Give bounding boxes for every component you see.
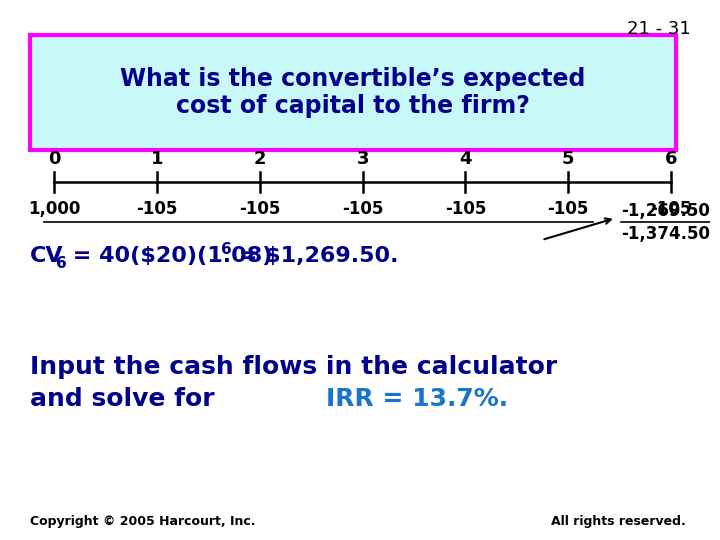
Text: 2: 2 [253, 150, 266, 168]
Text: What is the convertible’s expected
cost of capital to the firm?: What is the convertible’s expected cost … [120, 66, 585, 118]
Text: and solve for: and solve for [30, 387, 223, 411]
Text: 1: 1 [150, 150, 163, 168]
Text: 6: 6 [56, 256, 67, 271]
Text: -105: -105 [239, 200, 281, 218]
Text: = 40($20)(1.08): = 40($20)(1.08) [65, 246, 272, 266]
Text: Copyright © 2005 Harcourt, Inc.: Copyright © 2005 Harcourt, Inc. [30, 515, 255, 528]
Text: -105: -105 [547, 200, 589, 218]
Text: 21 - 31: 21 - 31 [627, 20, 690, 38]
Text: = $1,269.50.: = $1,269.50. [231, 246, 398, 266]
Text: -1,269.50: -1,269.50 [621, 202, 711, 220]
Text: -105: -105 [342, 200, 383, 218]
Text: 4: 4 [459, 150, 472, 168]
Text: -1,374.50: -1,374.50 [621, 225, 711, 243]
Text: 6: 6 [221, 242, 232, 257]
Text: -105: -105 [445, 200, 486, 218]
Text: Input the cash flows in the calculator: Input the cash flows in the calculator [30, 355, 557, 379]
Text: 3: 3 [356, 150, 369, 168]
Text: CV: CV [30, 246, 63, 266]
Text: -105: -105 [136, 200, 178, 218]
Text: 0: 0 [48, 150, 60, 168]
Text: IRR = 13.7%.: IRR = 13.7%. [325, 387, 508, 411]
Text: All rights reserved.: All rights reserved. [551, 515, 685, 528]
Text: 6: 6 [665, 150, 677, 168]
Text: 5: 5 [562, 150, 575, 168]
Text: -105: -105 [650, 200, 692, 218]
Text: 1,000: 1,000 [28, 200, 81, 218]
FancyBboxPatch shape [30, 35, 676, 150]
